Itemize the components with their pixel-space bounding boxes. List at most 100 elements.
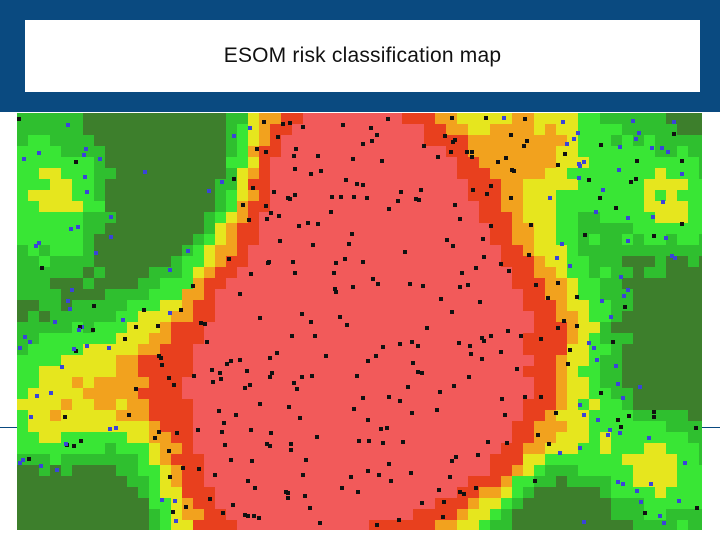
map-cell <box>259 421 271 433</box>
map-cell <box>325 201 337 213</box>
map-cell <box>61 223 73 235</box>
map-cell <box>127 366 139 378</box>
map-cell <box>149 333 161 345</box>
map-cell <box>138 454 150 466</box>
map-cell <box>600 135 612 147</box>
map-cell <box>138 520 150 530</box>
map-cell <box>292 168 304 180</box>
map-cell <box>589 366 601 378</box>
map-cell <box>556 201 568 213</box>
map-cell <box>688 388 700 400</box>
map-cell <box>457 190 469 202</box>
map-cell <box>358 212 370 224</box>
map-cell <box>402 135 414 147</box>
map-cell <box>578 355 590 367</box>
map-cell <box>39 333 51 345</box>
map-cell <box>600 432 612 444</box>
map-cell <box>149 223 161 235</box>
map-cell <box>281 212 293 224</box>
map-cell <box>589 421 601 433</box>
map-cell <box>556 212 568 224</box>
map-cell <box>512 355 524 367</box>
map-cell <box>28 476 40 488</box>
map-cell <box>435 289 447 301</box>
map-cell <box>699 366 702 378</box>
map-cell <box>391 168 403 180</box>
map-cell <box>259 432 271 444</box>
map-cell <box>578 388 590 400</box>
marker-black <box>227 257 231 261</box>
map-cell <box>391 124 403 136</box>
map-cell <box>534 476 546 488</box>
map-cell <box>215 344 227 356</box>
map-cell <box>347 245 359 257</box>
map-cell <box>215 124 227 136</box>
map-cell <box>468 388 480 400</box>
map-cell <box>281 520 293 530</box>
map-cell <box>270 267 282 279</box>
map-cell <box>380 377 392 389</box>
map-cell <box>72 278 84 290</box>
map-cell <box>182 190 194 202</box>
map-cell <box>83 465 95 477</box>
map-cell <box>424 168 436 180</box>
marker-blue <box>207 189 211 193</box>
map-cell <box>655 465 667 477</box>
map-cell <box>303 223 315 235</box>
marker-black <box>286 496 290 500</box>
map-cell <box>116 190 128 202</box>
map-cell <box>523 377 535 389</box>
map-cell <box>358 333 370 345</box>
map-cell <box>248 267 260 279</box>
map-cell <box>644 333 656 345</box>
map-cell <box>358 289 370 301</box>
map-cell <box>292 201 304 213</box>
map-cell <box>501 509 513 521</box>
map-cell <box>83 322 95 334</box>
map-cell <box>314 190 326 202</box>
map-cell <box>622 487 634 499</box>
marker-black <box>470 150 474 154</box>
marker-black <box>196 428 200 432</box>
map-cell <box>61 201 73 213</box>
map-cell <box>138 311 150 323</box>
map-cell <box>644 300 656 312</box>
map-cell <box>380 333 392 345</box>
map-cell <box>259 179 271 191</box>
map-cell <box>72 454 84 466</box>
map-cell <box>127 311 139 323</box>
map-cell <box>226 520 238 530</box>
map-cell <box>303 278 315 290</box>
map-cell <box>391 410 403 422</box>
map-cell <box>325 267 337 279</box>
marker-black <box>175 431 179 435</box>
map-cell <box>699 135 702 147</box>
marker-black <box>468 344 472 348</box>
map-cell <box>127 388 139 400</box>
map-cell <box>435 124 447 136</box>
map-cell <box>424 333 436 345</box>
map-cell <box>622 399 634 411</box>
map-cell <box>116 520 128 530</box>
map-cell <box>600 311 612 323</box>
map-cell <box>303 476 315 488</box>
map-cell <box>666 520 678 530</box>
marker-black <box>623 305 627 309</box>
marker-blue <box>68 307 72 311</box>
map-cell <box>116 465 128 477</box>
map-cell <box>600 520 612 530</box>
map-cell <box>193 289 205 301</box>
map-cell <box>182 432 194 444</box>
map-cell <box>28 520 40 530</box>
map-cell <box>677 124 689 136</box>
map-cell <box>248 388 260 400</box>
map-cell <box>644 520 656 530</box>
map-cell <box>677 278 689 290</box>
map-cell <box>380 366 392 378</box>
map-cell <box>94 256 106 268</box>
map-cell <box>644 509 656 521</box>
map-cell <box>633 498 645 510</box>
map-cell <box>270 454 282 466</box>
map-cell <box>204 465 216 477</box>
map-cell <box>325 498 337 510</box>
